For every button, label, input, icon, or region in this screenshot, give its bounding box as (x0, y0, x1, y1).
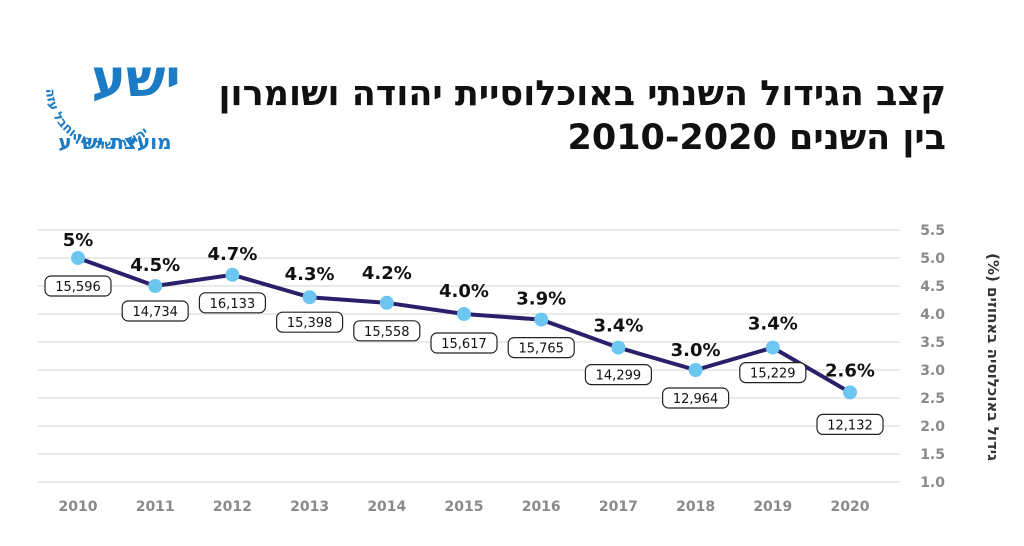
value-label: 5% (63, 230, 94, 251)
value-label: 3.4% (593, 316, 643, 337)
y-tick-label: 3.5 (920, 335, 945, 351)
x-tick-label: 2012 (213, 499, 252, 515)
data-point (225, 267, 240, 282)
x-tick-label: 2015 (445, 499, 484, 515)
y-tick-label: 1.0 (920, 475, 945, 491)
x-tick-label: 2016 (522, 499, 561, 515)
count-label: 15,617 (441, 337, 487, 352)
count-box (584, 364, 653, 386)
value-label: 2.6% (825, 360, 875, 381)
y-tick-label: 5.5 (920, 223, 945, 239)
y-tick-label: 5.0 (920, 251, 945, 267)
x-tick-label: 2010 (59, 499, 98, 515)
count-label: 15,765 (518, 342, 564, 357)
value-label: 3.4% (748, 314, 798, 335)
count-label: 12,964 (673, 392, 719, 407)
y-tick-label: 4.5 (920, 279, 945, 295)
chart-title-line2: בין השנים 2010-2020 (567, 118, 946, 158)
data-point (148, 279, 163, 293)
y-axis-label: גידול באוכלוסיה באחוזים (%) (984, 253, 1002, 461)
x-tick-label: 2017 (599, 499, 638, 515)
data-point (843, 385, 857, 400)
count-box (739, 362, 807, 384)
x-tick-label: 2014 (367, 499, 406, 515)
data-point (302, 290, 317, 305)
x-tick-label: 2020 (831, 499, 870, 515)
yesha-logo: יהודה שומרון וחבל עזה ישע (42, 49, 181, 153)
value-label: 4.7% (207, 244, 257, 265)
count-label: 16,133 (210, 297, 256, 312)
count-label: 15,596 (55, 280, 101, 295)
count-label: 15,398 (287, 316, 333, 331)
count-box (44, 275, 112, 297)
x-tick-label: 2018 (676, 499, 715, 515)
y-tick-label: 2.0 (920, 419, 945, 435)
count-label: 15,558 (364, 325, 410, 340)
count-box (430, 332, 498, 354)
count-label: 12,132 (827, 418, 873, 433)
data-point (534, 312, 549, 327)
data-point (765, 340, 780, 355)
value-label: 3.9% (516, 289, 566, 310)
y-tick-label: 3.0 (920, 363, 945, 379)
count-label: 14,299 (596, 369, 642, 384)
count-box (816, 413, 884, 435)
count-box (121, 300, 189, 322)
data-point (71, 251, 85, 265)
logo-emblem: ישע (91, 49, 180, 109)
y-tick-label: 1.5 (920, 447, 945, 463)
count-label: 15,229 (750, 367, 796, 382)
x-tick-label: 2019 (753, 499, 792, 515)
logo-org-name: מועצת יש"ע (58, 130, 172, 154)
count-box (661, 387, 730, 409)
x-tick-label: 2013 (290, 499, 329, 515)
chart-title-line1: קצב הגידול השנתי באוכלוסיית יהודה ושומרו… (218, 74, 946, 114)
y-tick-label: 4.0 (920, 307, 945, 323)
data-point (379, 295, 394, 310)
count-box (198, 292, 266, 314)
data-point (611, 340, 626, 355)
value-label: 4.2% (362, 263, 412, 284)
count-box (507, 337, 575, 359)
data-point (688, 363, 703, 377)
y-tick-label: 2.5 (920, 391, 945, 407)
value-label: 3.0% (671, 340, 721, 361)
count-box (353, 320, 421, 342)
value-label: 4.5% (130, 255, 180, 276)
count-box (276, 311, 344, 333)
value-label: 4.3% (285, 264, 335, 285)
value-label: 4.0% (439, 281, 489, 302)
count-label: 14,734 (132, 305, 178, 320)
x-tick-label: 2011 (136, 499, 175, 515)
data-point (457, 307, 471, 321)
series-line (77, 256, 852, 395)
